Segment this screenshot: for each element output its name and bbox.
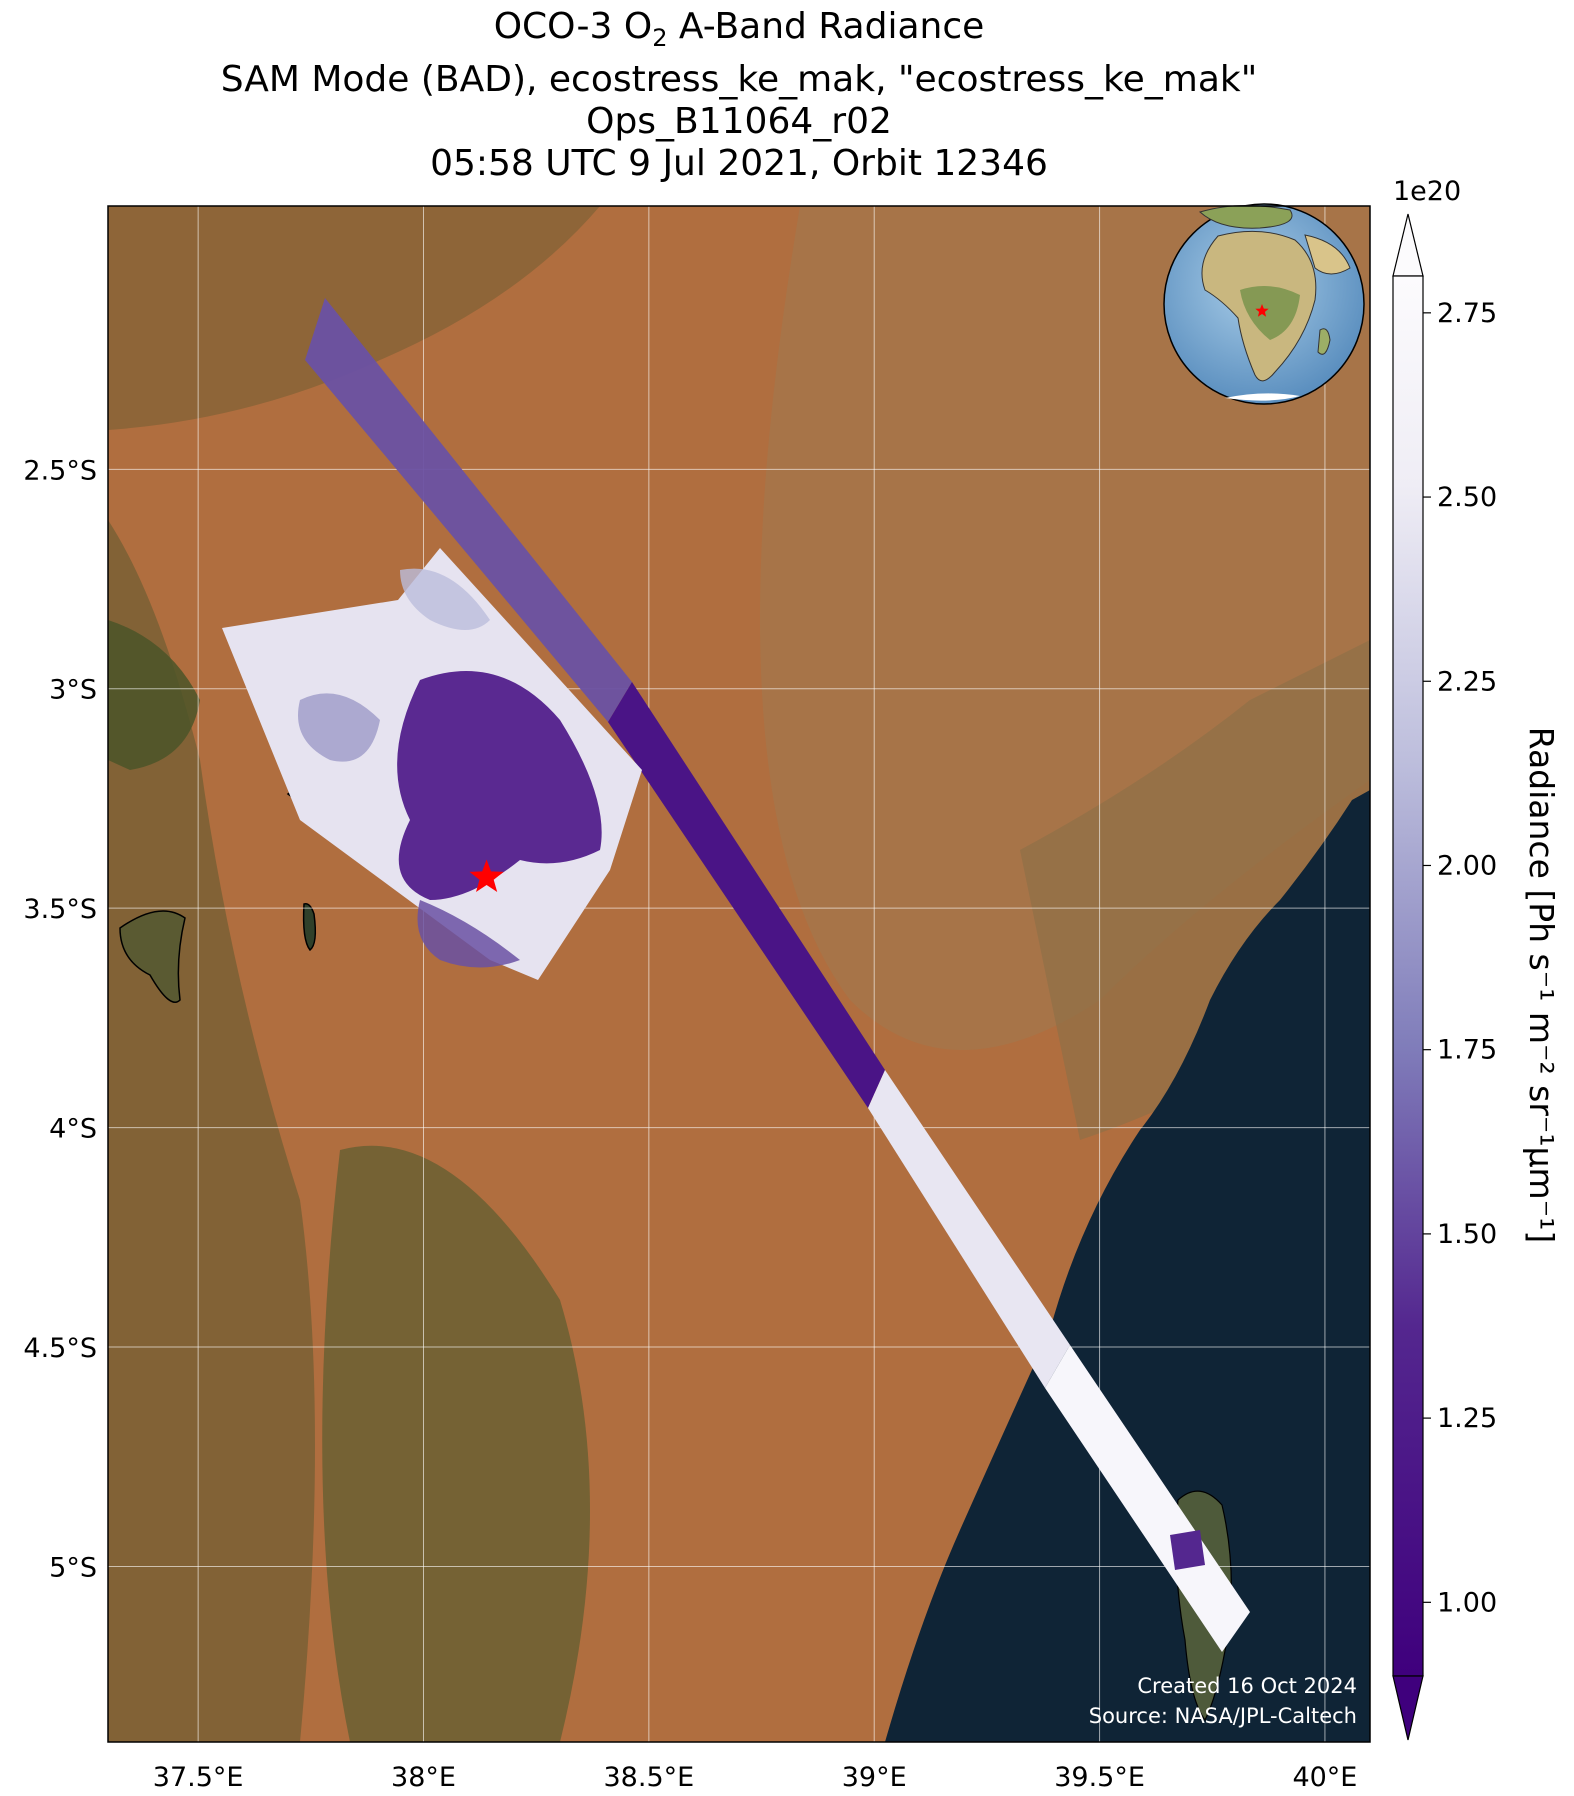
vegetation-kilimanjaro [108,620,200,770]
swath-track-end [1045,1345,1250,1652]
lat-tick-label: 3.5°S [23,894,97,925]
title-line-1: OCO-3 O2 A-Band Radiance [493,6,985,53]
lat-tick-label: 4.5°S [23,1333,97,1364]
longitude-tick-labels: 37.5°E 38°E 38.5°E 39°E 39.5°E 40°E [153,1762,1358,1793]
vegetation-west [108,520,315,1742]
figure-title: OCO-3 O2 A-Band Radiance SAM Mode (BAD),… [0,6,1478,185]
lon-tick-label: 37.5°E [153,1762,244,1793]
lon-tick-label: 38.5°E [604,1762,695,1793]
lat-tick-label: 3°S [49,675,97,706]
colorbar-tick-labels: 1.00 1.25 1.50 1.75 2.00 2.25 2.50 2.75 [1423,298,1497,1618]
lat-tick-label: 2.5°S [23,455,97,486]
colorbar-tick-label: 2.50 [1437,482,1497,513]
swath-track-upper [305,298,632,722]
colorbar-extend-high [1392,213,1424,277]
credit-source: Source: NASA/JPL-Caltech [1089,1704,1357,1728]
colorbar-tick-label: 1.75 [1437,1035,1497,1066]
globe-africa-green [1240,286,1300,340]
globe-madagascar [1317,328,1331,355]
colorbar-gradient [1392,275,1424,1677]
colorbar-tick-label: 1.00 [1437,1587,1497,1618]
lat-tick-label: 4°S [49,1114,97,1145]
map-frame [107,205,1371,1743]
lon-tick-label: 40°E [1292,1762,1357,1793]
colorbar-exponent: 1e20 [1393,176,1461,207]
globe-antarctica [1225,393,1300,401]
credit-created: Created 16 Oct 2024 [1137,1674,1357,1698]
colorbar-extend-low [1392,1675,1424,1741]
swath-track-middle [608,682,885,1108]
lon-tick-label: 39°E [842,1762,907,1793]
basemap [108,206,1370,1742]
swath-track-blob [1170,1530,1205,1570]
vegetation-north [108,206,600,430]
target-star-marker [469,859,504,892]
colorbar-tick-label: 2.25 [1437,666,1497,697]
colorbar: 1.00 1.25 1.50 1.75 2.00 2.25 2.50 2.75 1e20 Ra… [1392,176,1561,1741]
sam-dark-region [397,671,602,900]
inset-globe [1163,203,1365,405]
title-line-4: 05:58 UTC 9 Jul 2021, Orbit 12346 [430,143,1048,185]
colorbar-tick-label: 2.75 [1437,298,1497,329]
radiance-swaths [222,298,1250,1652]
colorbar-tick-label: 2.00 [1437,850,1497,881]
colorbar-label: Radiance [Ph s⁻¹ m⁻² sr⁻¹μm⁻¹] [1522,727,1561,1243]
lon-tick-label: 38°E [391,1762,456,1793]
nyumba-ya-mungu-reservoir [119,910,186,1003]
swath-track-lower [868,1070,1070,1388]
title-line-2: SAM Mode (BAD), ecostress_ke_mak, "ecost… [220,59,1258,101]
sam-lower-region [417,900,520,968]
globe-arabia [1304,234,1351,275]
latitude-tick-labels: 2.5°S 3°S 3.5°S 4°S 4.5°S 5°S [23,455,97,1583]
sam-upper-region [400,568,490,630]
title-line-3: Ops_B11064_r02 [586,101,892,143]
sam-mid-region [298,693,380,762]
vegetation-taita-hills [322,1145,590,1742]
lake-jipe [302,902,317,952]
globe-star-marker [1255,304,1269,317]
lat-tick-label: 5°S [49,1552,97,1583]
colorbar-tick-label: 1.25 [1437,1403,1497,1434]
colorbar-tick-label: 1.50 [1437,1219,1497,1250]
ocean [885,790,1370,1742]
lon-tick-label: 39.5°E [1054,1762,1145,1793]
